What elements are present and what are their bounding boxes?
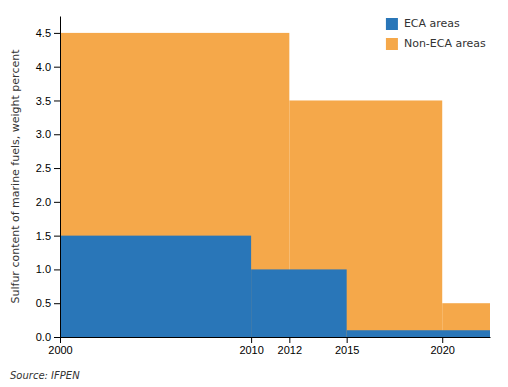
tick-label: 0.5 bbox=[36, 297, 51, 309]
tick: 3.0 bbox=[36, 128, 60, 140]
legend: ECA areas Non-ECA areas bbox=[386, 17, 486, 50]
tick: 0.0 bbox=[36, 331, 60, 343]
tick-mark bbox=[54, 303, 60, 304]
tick-label: 3.5 bbox=[36, 94, 51, 106]
y-axis-title: Sulfur content of marine fuels, weight p… bbox=[9, 49, 22, 304]
legend-item: Non-ECA areas bbox=[386, 37, 486, 50]
tick-mark bbox=[442, 337, 443, 343]
legend-label: Non-ECA areas bbox=[404, 37, 486, 50]
tick: 2.0 bbox=[36, 196, 60, 208]
tick-mark bbox=[54, 134, 60, 135]
tick: 2010 bbox=[239, 337, 263, 356]
tick: 2.5 bbox=[36, 162, 60, 174]
series bbox=[60, 236, 490, 337]
tick-label: 4.0 bbox=[36, 61, 51, 73]
tick-mark bbox=[54, 337, 60, 338]
tick-mark bbox=[54, 202, 60, 203]
tick: 4.0 bbox=[36, 61, 60, 73]
tick-mark bbox=[60, 337, 61, 343]
tick-label: 1.0 bbox=[36, 263, 51, 275]
step-area bbox=[347, 330, 490, 337]
tick: 0.5 bbox=[36, 297, 60, 309]
tick-label: 2000 bbox=[48, 344, 72, 356]
tick-mark bbox=[54, 67, 60, 68]
source-note: Source: IFPEN bbox=[10, 370, 80, 381]
series bbox=[60, 33, 490, 337]
tick-mark bbox=[54, 269, 60, 270]
tick-label: 2015 bbox=[335, 344, 359, 356]
tick-label: 1.5 bbox=[36, 230, 51, 242]
tick: 2012 bbox=[278, 337, 302, 356]
tick-mark bbox=[54, 236, 60, 237]
y-axis: 0.0 0.5 1.0 1.5 2.0 2.5 3.0 3.5 4.0 4.5 bbox=[36, 17, 61, 344]
tick-mark bbox=[54, 100, 60, 101]
legend-label: ECA areas bbox=[404, 17, 460, 30]
tick: 1.5 bbox=[36, 230, 60, 242]
tick-label: 2.5 bbox=[36, 162, 51, 174]
tick: 2015 bbox=[335, 337, 359, 356]
tick-label: 0.0 bbox=[36, 331, 51, 343]
legend-swatch bbox=[386, 38, 398, 50]
plot-area bbox=[60, 33, 490, 337]
tick: 1.0 bbox=[36, 263, 60, 275]
tick-label: 3.0 bbox=[36, 128, 51, 140]
tick-label: 2012 bbox=[278, 344, 302, 356]
tick: 3.5 bbox=[36, 94, 60, 106]
step-area bbox=[251, 269, 347, 337]
tick-label: 2020 bbox=[430, 344, 454, 356]
step-area bbox=[60, 236, 251, 337]
legend-swatch bbox=[386, 18, 398, 30]
tick: 4.5 bbox=[36, 27, 60, 39]
tick-mark bbox=[289, 337, 290, 343]
tick-mark bbox=[347, 337, 348, 343]
legend-item: ECA areas bbox=[386, 17, 460, 30]
tick: 2000 bbox=[48, 337, 72, 356]
tick-mark bbox=[251, 337, 252, 343]
tick: 2020 bbox=[430, 337, 454, 356]
chart: 2000 2010 2012 2015 2020 0.0 0.5 1.0 1.5 2.0 2.5 3.… bbox=[0, 0, 508, 387]
tick-label: 4.5 bbox=[36, 27, 51, 39]
tick-mark bbox=[54, 168, 60, 169]
axis-line bbox=[61, 337, 491, 338]
tick-label: 2010 bbox=[239, 344, 263, 356]
axis-line bbox=[60, 17, 61, 338]
tick-label: 2.0 bbox=[36, 196, 51, 208]
tick-mark bbox=[54, 33, 60, 34]
x-axis: 2000 2010 2012 2015 2020 bbox=[48, 337, 490, 356]
